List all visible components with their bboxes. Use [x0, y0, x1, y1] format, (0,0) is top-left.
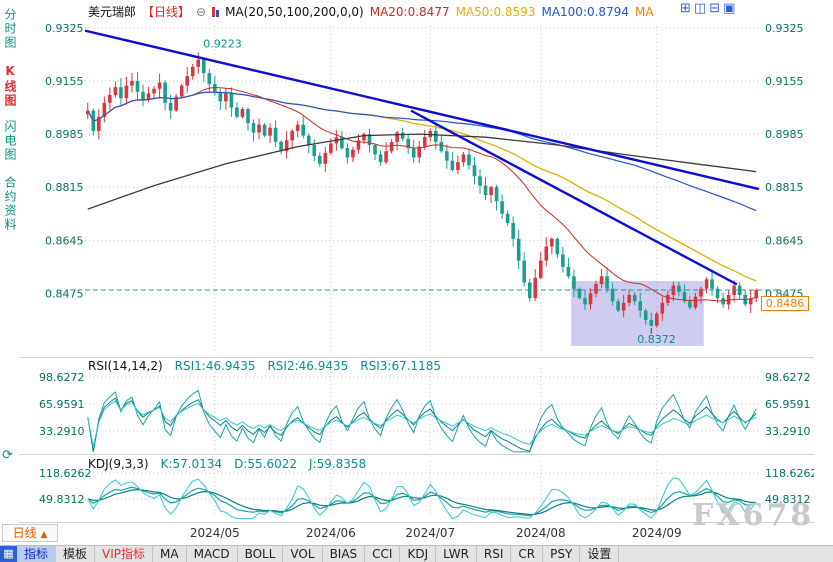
layout-horizontal-icon[interactable]: ⊟ [709, 1, 721, 16]
watermark: FX678 [692, 498, 815, 533]
toolbar-item-bias[interactable]: BIAS [323, 546, 366, 562]
period-tab[interactable]: 日线 ▲ [2, 524, 58, 542]
kdj-title[interactable]: KDJ(9,3,3) [88, 457, 149, 471]
svg-text:49.8312: 49.8312 [765, 493, 811, 506]
panel-divider [19, 454, 814, 455]
svg-text:33.2910: 33.2910 [39, 425, 85, 438]
panel-divider [19, 357, 814, 358]
x-axis-month-label: 2024/06 [305, 526, 356, 540]
selection-region [571, 280, 704, 346]
sidebar-item-lightning-chart[interactable]: 闪电图 [3, 120, 17, 162]
sidebar-item-kline-chart[interactable]: K线图 [3, 64, 17, 108]
candles-layer [85, 52, 759, 328]
svg-text:0.8815: 0.8815 [765, 181, 804, 194]
svg-text:0.9155: 0.9155 [765, 75, 804, 88]
period-label: 【日线】 [142, 5, 191, 19]
symbol-name: 美元瑞郎 [88, 5, 137, 19]
svg-text:0.9155: 0.9155 [45, 75, 84, 88]
toolbar-item-psy[interactable]: PSY [543, 546, 581, 562]
svg-text:0.8645: 0.8645 [765, 234, 804, 247]
toolbar-items: 指标 模板 VIP指标 MA MACD BOLL VOL BIAS CCI KDJ LWR RSI CR… [17, 546, 620, 562]
svg-text:49.8312: 49.8312 [39, 493, 85, 506]
layout-quad-icon[interactable]: ⊞ [680, 1, 691, 16]
rsi-chart[interactable]: 98.6272 98.6272 65.9591 65.9591 33.2910 33.29… [19, 358, 814, 454]
kdj-j-value: J:59.8358 [309, 457, 367, 471]
kdj-chart[interactable]: 118.6262 118.6262 49.8312 49.8312 [19, 455, 814, 521]
svg-text:118.6262: 118.6262 [39, 467, 92, 480]
svg-text:65.9591: 65.9591 [39, 398, 85, 411]
toolbar-item-vol[interactable]: VOL [283, 546, 323, 562]
layout-split-icon[interactable]: ◫ [693, 1, 707, 16]
candlestick-icon [212, 6, 220, 17]
collapse-icon[interactable]: ⊖ [196, 4, 207, 19]
kdj-d-value: D:55.6022 [234, 457, 297, 471]
ma100-value: MA100:0.8794 [541, 4, 629, 19]
x-axis-month-label: 2024/08 [515, 526, 566, 540]
x-axis-month-label: 2024/07 [405, 526, 456, 540]
svg-text:65.9591: 65.9591 [765, 398, 811, 411]
svg-text:0.9223: 0.9223 [203, 38, 242, 51]
ma20-value: MA20:0.8477 [369, 4, 450, 19]
trendline [84, 29, 760, 191]
toolbar-item-lwr[interactable]: LWR [436, 546, 477, 562]
toolbar-item-vip[interactable]: VIP指标 [95, 546, 154, 562]
svg-text:0.8372: 0.8372 [637, 333, 676, 346]
rsi1-value: RSI1:46.9435 [174, 359, 256, 373]
toolbar-item-kdj[interactable]: KDJ [400, 546, 437, 562]
rsi-header: RSI(14,14,2) RSI1:46.9435 RSI2:46.9435 R… [88, 359, 441, 373]
ma-more-value: MA [634, 4, 654, 19]
svg-text:98.6272: 98.6272 [765, 371, 811, 384]
toolbar-item-cci[interactable]: CCI [365, 546, 401, 562]
svg-text:0.8815: 0.8815 [45, 181, 84, 194]
candlestick-chart[interactable]: 0.9223 0.8372 0.9325 0.9325 0.9155 0.9155 0.89… [19, 18, 814, 357]
rsi-title[interactable]: RSI(14,14,2) [88, 359, 163, 373]
sidebar-item-time-chart[interactable]: 分时图 [3, 8, 17, 50]
toolbar-item-ma[interactable]: MA [153, 546, 187, 562]
left-tab-strip: 分时图 K线图 闪电图 合约资料 ⟳ [0, 0, 19, 562]
svg-text:98.6272: 98.6272 [39, 371, 85, 384]
toolbar-item-cr[interactable]: CR [511, 546, 544, 562]
toolbar-item-[interactable]: 设置 [580, 546, 620, 562]
svg-text:33.2910: 33.2910 [765, 425, 811, 438]
sidebar-refresh-icon[interactable]: ⟳ [2, 448, 13, 463]
toolbar-item-[interactable]: 指标 [17, 546, 57, 562]
x-axis-month-label: 2024/05 [189, 526, 240, 540]
indicator-toolbar: ▦ 指标 模板 VIP指标 MA MACD BOLL VOL BIAS CCI KDJ LWR RSI… [0, 545, 833, 562]
toolbar-item-[interactable]: 模板 [56, 546, 96, 562]
window-layout-controls: ⊞ ◫ ⊟ ▣ [680, 2, 735, 15]
period-dropdown-arrow-icon: ▲ [40, 530, 48, 540]
layout-max-icon[interactable]: ▣ [723, 1, 736, 16]
rsi2-value: RSI2:46.9435 [267, 359, 349, 373]
chart-header: 美元瑞郎 【日线】 ⊖ MA(20,50,100,200,0,0) MA20:0… [88, 3, 654, 20]
x-axis-month-label: 2024/09 [631, 526, 682, 540]
ma50-value: MA50:0.8593 [455, 4, 536, 19]
kdj-header: KDJ(9,3,3) K:57.0134 D:55.6022 J:59.8358 [88, 457, 366, 471]
period-tab-label: 日线 [12, 526, 37, 540]
rsi3-value: RSI3:67.1185 [360, 359, 442, 373]
grid-layout-icon[interactable]: ▦ [0, 546, 17, 562]
svg-text:0.8645: 0.8645 [45, 234, 84, 247]
toolbar-item-boll[interactable]: BOLL [238, 546, 284, 562]
sidebar-item-contract-info[interactable]: 合约资料 [3, 176, 17, 232]
trendline [410, 109, 738, 286]
svg-text:0.9325: 0.9325 [765, 22, 804, 35]
toolbar-item-macd[interactable]: MACD [187, 546, 238, 562]
svg-text:0.8985: 0.8985 [765, 128, 804, 141]
toolbar-filler [619, 546, 833, 562]
ma-settings-label[interactable]: MA(20,50,100,200,0,0) [225, 4, 364, 19]
panel-divider [19, 522, 814, 523]
svg-text:0.8475: 0.8475 [45, 287, 84, 300]
svg-text:0.8985: 0.8985 [45, 128, 84, 141]
kdj-k-value: K:57.0134 [160, 457, 223, 471]
svg-text:118.6262: 118.6262 [765, 467, 814, 480]
svg-text:0.9325: 0.9325 [45, 22, 84, 35]
toolbar-item-rsi[interactable]: RSI [477, 546, 512, 562]
last-price-badge: 0.8486 [761, 296, 809, 311]
